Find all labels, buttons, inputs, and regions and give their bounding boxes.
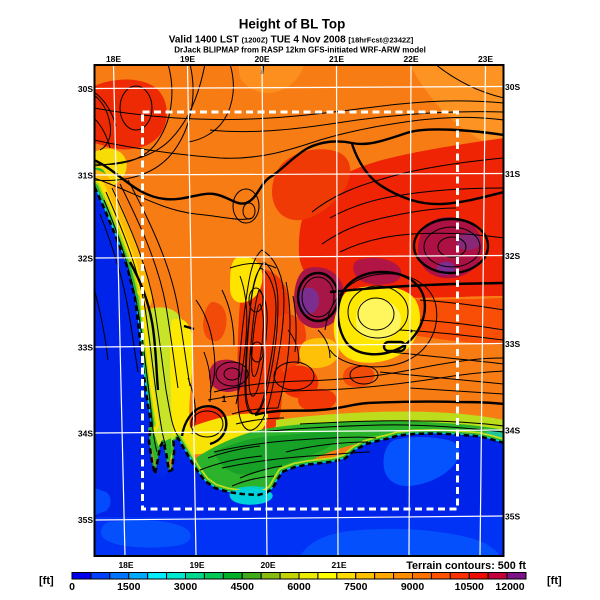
svg-text:Valid 1400 LST (1200Z) TUE 4 N: Valid 1400 LST (1200Z) TUE 4 Nov 2008 [1…: [169, 35, 414, 46]
svg-text:21E: 21E: [329, 54, 344, 64]
svg-text:20E: 20E: [254, 54, 269, 64]
svg-text:[ft]: [ft]: [547, 575, 562, 587]
svg-text:[ft]: [ft]: [39, 575, 54, 587]
svg-text:20E: 20E: [260, 560, 275, 570]
svg-text:35S: 35S: [505, 512, 520, 522]
svg-text:4500: 4500: [231, 581, 255, 593]
svg-text:34S: 34S: [505, 426, 520, 436]
svg-text:18E: 18E: [106, 54, 121, 64]
svg-text:1500: 1500: [117, 581, 141, 593]
svg-text:1: 1: [221, 394, 226, 404]
svg-text:32S: 32S: [505, 251, 520, 261]
svg-text:31S: 31S: [505, 169, 520, 179]
svg-text:18E: 18E: [118, 560, 133, 570]
svg-text:9000: 9000: [401, 581, 425, 593]
svg-text:12000: 12000: [495, 581, 524, 593]
svg-text:3000: 3000: [174, 581, 198, 593]
svg-text:32S: 32S: [78, 254, 93, 264]
svg-text:35S: 35S: [78, 515, 93, 525]
svg-text:10500: 10500: [455, 581, 484, 593]
svg-text:0: 0: [69, 581, 75, 593]
svg-text:7500: 7500: [344, 581, 368, 593]
svg-text:6000: 6000: [287, 581, 311, 593]
svg-text:30S: 30S: [78, 84, 93, 94]
svg-text:30S: 30S: [505, 82, 520, 92]
svg-text:34S: 34S: [78, 429, 93, 439]
svg-text:31S: 31S: [78, 171, 93, 181]
svg-text:DrJack BLIPMAP from RASP 12km: DrJack BLIPMAP from RASP 12km GFS-initia…: [174, 46, 426, 55]
svg-text:Terrain contours: 500 ft: Terrain contours: 500 ft: [406, 560, 526, 572]
svg-text:Height of BL Top: Height of BL Top: [239, 17, 346, 32]
svg-text:23E: 23E: [478, 54, 493, 64]
svg-text:33S: 33S: [505, 339, 520, 349]
svg-text:22E: 22E: [403, 54, 418, 64]
svg-text:33S: 33S: [78, 343, 93, 353]
svg-text:19E: 19E: [189, 560, 204, 570]
svg-text:21E: 21E: [331, 560, 346, 570]
svg-text:19E: 19E: [180, 54, 195, 64]
